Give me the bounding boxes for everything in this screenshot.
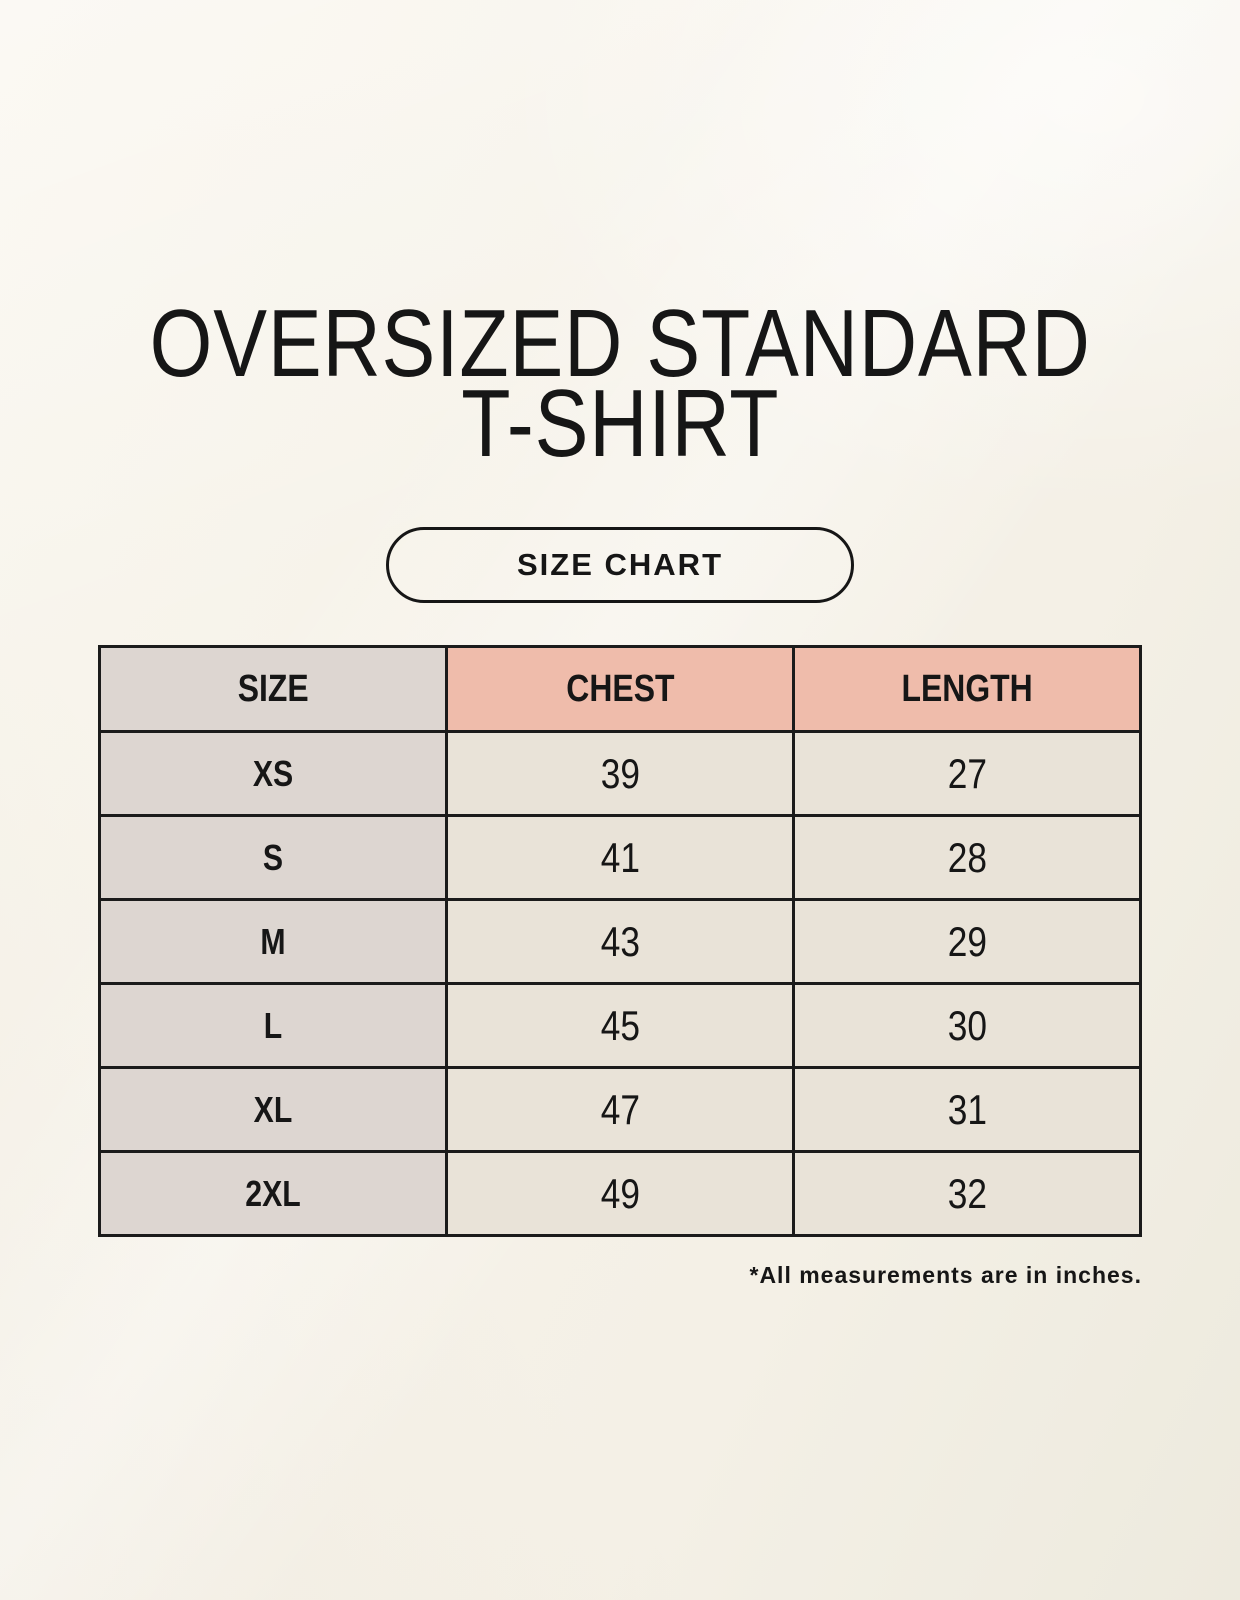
size-cell: XS <box>98 730 448 817</box>
length-cell: 30 <box>792 982 1142 1069</box>
size-chart-table: SIZE CHEST LENGTH XS 39 27 S 41 28 M 43 … <box>98 645 1142 1237</box>
size-label: M <box>260 920 286 962</box>
chest-value: 39 <box>600 749 640 797</box>
title-line-1: OVERSIZED STANDARD <box>149 290 1091 397</box>
table-header-row: SIZE CHEST LENGTH <box>98 645 1142 733</box>
size-label: L <box>263 1004 283 1046</box>
length-value: 31 <box>947 1085 987 1133</box>
size-cell: XL <box>98 1066 448 1153</box>
title-line-1-wrap: OVERSIZED STANDARD <box>0 290 1240 397</box>
length-cell: 29 <box>792 898 1142 985</box>
chest-value: 47 <box>600 1085 640 1133</box>
length-cell: 32 <box>792 1150 1142 1237</box>
title-line-2: T-SHIRT <box>460 370 779 477</box>
header-cell-length: LENGTH <box>792 645 1142 733</box>
size-cell: S <box>98 814 448 901</box>
chest-cell: 39 <box>445 730 795 817</box>
chest-cell: 49 <box>445 1150 795 1237</box>
length-value: 29 <box>947 917 987 965</box>
chest-value: 49 <box>600 1169 640 1217</box>
measurements-footnote: *All measurements are in inches. <box>749 1262 1142 1288</box>
table-row-s: S 41 28 <box>98 814 1142 901</box>
length-value: 30 <box>947 1001 987 1049</box>
length-cell: 27 <box>792 730 1142 817</box>
length-cell: 31 <box>792 1066 1142 1153</box>
page-title: OVERSIZED STANDARD T-SHIRT <box>0 290 1240 477</box>
header-label-chest: CHEST <box>565 667 675 710</box>
chest-value: 45 <box>600 1001 640 1049</box>
table-row-2xl: 2XL 49 32 <box>98 1150 1142 1237</box>
size-cell: 2XL <box>98 1150 448 1237</box>
size-label: S <box>262 836 284 878</box>
table-row-xs: XS 39 27 <box>98 730 1142 817</box>
chest-value: 41 <box>600 833 640 881</box>
title-line-2-wrap: T-SHIRT <box>0 370 1240 477</box>
size-cell: M <box>98 898 448 985</box>
size-label: XS <box>252 752 294 794</box>
chest-value: 43 <box>600 917 640 965</box>
size-cell: L <box>98 982 448 1069</box>
table-row-xl: XL 47 31 <box>98 1066 1142 1153</box>
length-value: 27 <box>947 749 987 797</box>
length-value: 32 <box>947 1169 987 1217</box>
chest-cell: 43 <box>445 898 795 985</box>
size-label: XL <box>253 1088 293 1130</box>
table-row-l: L 45 30 <box>98 982 1142 1069</box>
chest-cell: 45 <box>445 982 795 1069</box>
length-value: 28 <box>947 833 987 881</box>
size-chart-badge[interactable]: SIZE CHART <box>386 527 854 603</box>
header-label-size: SIZE <box>237 667 309 710</box>
header-cell-chest: CHEST <box>445 645 795 733</box>
chest-cell: 47 <box>445 1066 795 1153</box>
table-row-m: M 43 29 <box>98 898 1142 985</box>
length-cell: 28 <box>792 814 1142 901</box>
chest-cell: 41 <box>445 814 795 901</box>
size-label: 2XL <box>245 1172 301 1214</box>
header-label-length: LENGTH <box>901 667 1033 710</box>
size-chart-badge-label: SIZE CHART <box>517 547 723 582</box>
header-cell-size: SIZE <box>98 645 448 733</box>
